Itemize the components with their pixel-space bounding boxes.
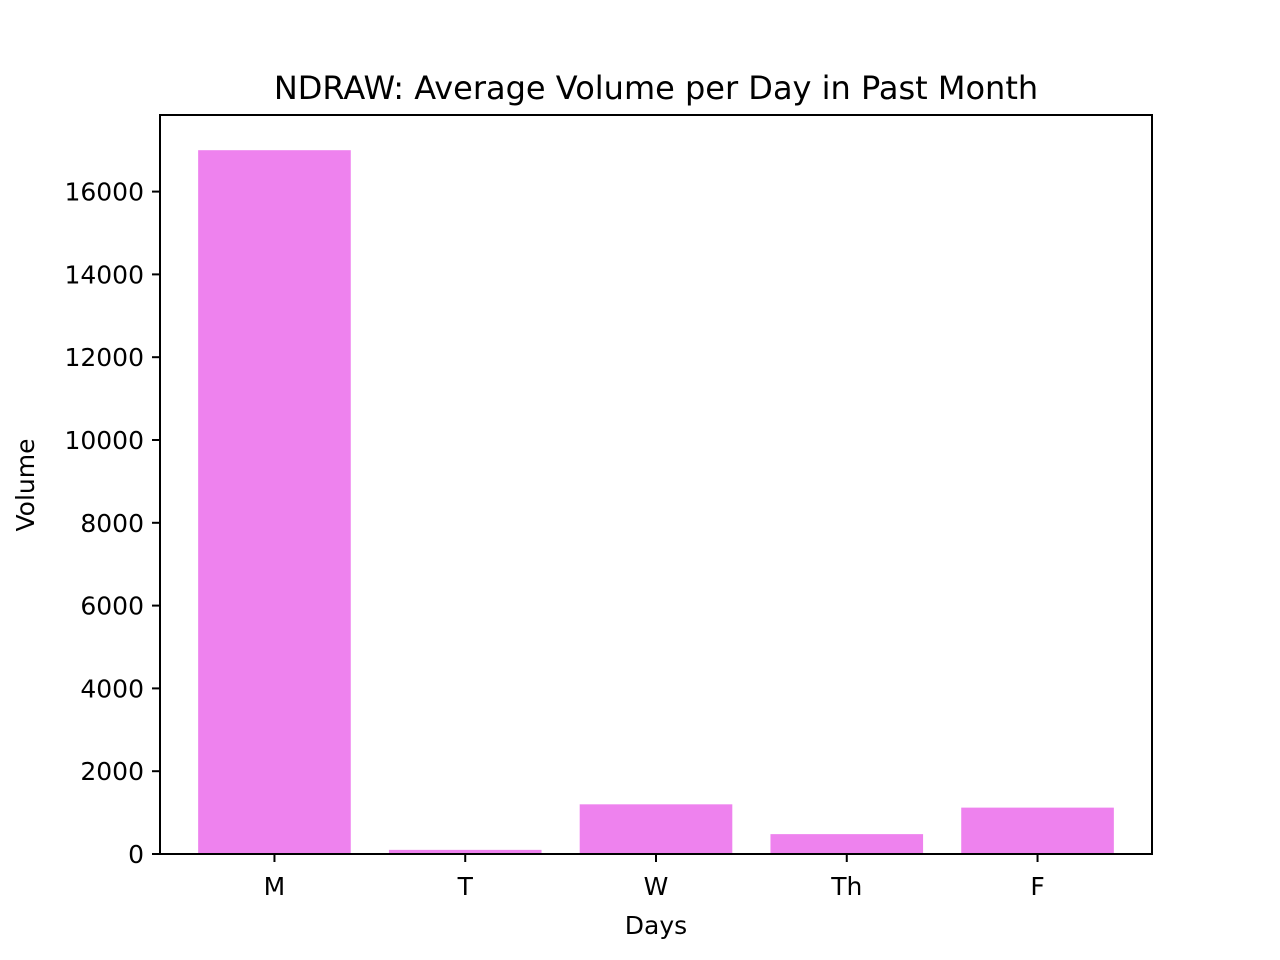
y-axis-label: Volume (11, 439, 40, 532)
x-tick-label: F (1030, 872, 1044, 901)
bar-w (579, 804, 733, 854)
x-tick-label: M (264, 872, 286, 901)
y-tick-label: 4000 (80, 674, 144, 703)
y-tick-label: 0 (128, 840, 144, 869)
y-tick-label: 16000 (64, 178, 144, 207)
y-tick-label: 12000 (64, 343, 144, 372)
y-tick-label: 6000 (80, 592, 144, 621)
bars-group (198, 150, 1114, 854)
y-tick-label: 8000 (80, 509, 144, 538)
bar-t (388, 849, 542, 854)
x-tick-label: T (457, 872, 474, 901)
chart-title: NDRAW: Average Volume per Day in Past Mo… (274, 69, 1038, 107)
bar-th (770, 834, 924, 854)
y-axis-ticks: 0 2000 4000 6000 8000 10000 12000 14000 16000 (64, 178, 160, 869)
plot-frame (159, 114, 1153, 855)
x-tick-label: Th (830, 872, 862, 901)
y-tick-label: 14000 (64, 260, 144, 289)
x-tick-label: W (644, 872, 669, 901)
x-axis-label: Days (625, 911, 687, 940)
y-tick-label: 2000 (80, 757, 144, 786)
x-axis-ticks: M T W Th F (264, 854, 1045, 901)
y-tick-label: 10000 (64, 426, 144, 455)
bar-m (198, 150, 351, 854)
bar-f (961, 807, 1114, 854)
